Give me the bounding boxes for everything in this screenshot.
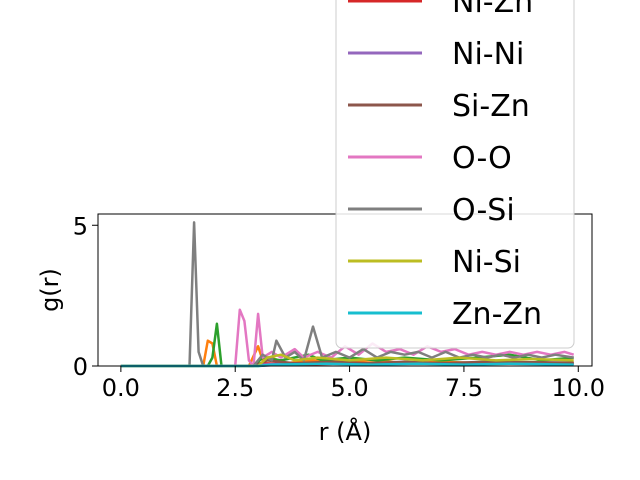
plot-lines — [120, 221, 575, 368]
x-axis-label: r (Å) — [319, 417, 372, 446]
x-tick-label: 10.0 — [552, 374, 605, 402]
y-tick-label: 0 — [73, 353, 88, 381]
series-line-8 — [120, 221, 574, 368]
y-tick-label: 5 — [73, 212, 88, 240]
legend-label: O-O — [452, 141, 512, 176]
x-axis: 0.0 2.5 5.0 7.5 10.0 — [102, 366, 605, 402]
legend-label: Zn-Zn — [452, 297, 542, 332]
x-tick-label: 2.5 — [216, 374, 254, 402]
x-tick-label: 0.0 — [102, 374, 140, 402]
y-axis: 05 — [73, 212, 98, 381]
y-axis-label: g(r) — [36, 268, 64, 312]
legend-label: Ni-Si — [452, 245, 521, 280]
legend: Ni-Zn Ni-Ni Si-Zn O-O O-Si Ni-Si Zn-Zn — [335, 0, 575, 349]
x-tick-label: 7.5 — [445, 374, 483, 402]
legend-label: O-Si — [452, 193, 515, 228]
legend-label: Si-Zn — [452, 89, 530, 124]
legend-label: Ni-Zn — [452, 0, 533, 20]
series-line-9 — [120, 353, 574, 368]
legend-label: Ni-Ni — [452, 37, 524, 72]
x-tick-label: 5.0 — [330, 374, 368, 402]
